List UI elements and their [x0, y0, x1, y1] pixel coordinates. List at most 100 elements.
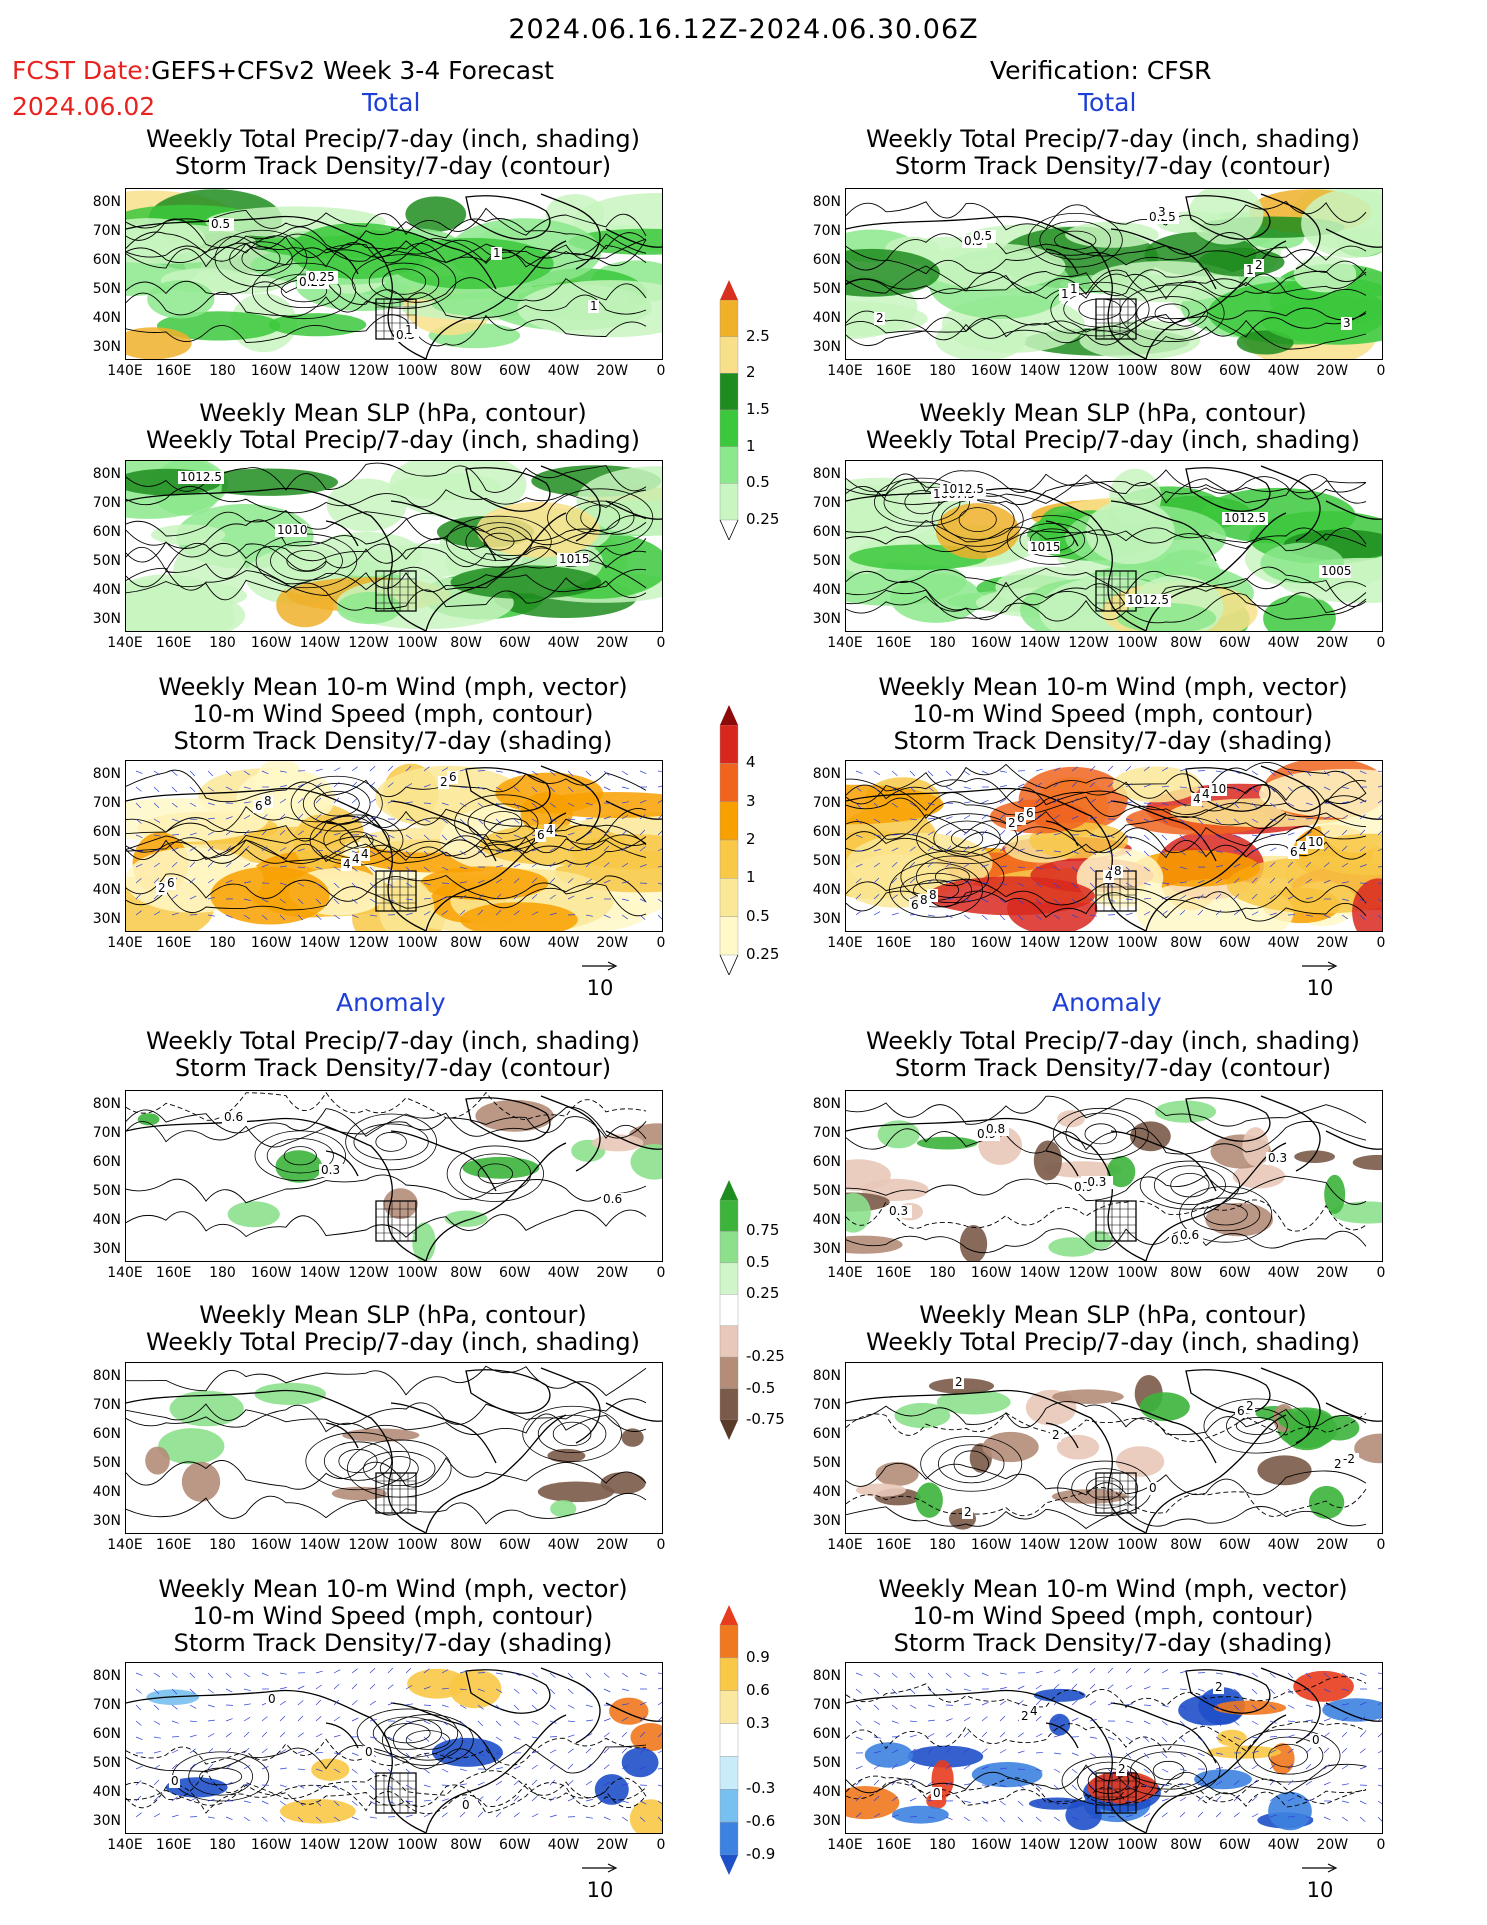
wind-vector	[945, 1732, 952, 1738]
shading-blob	[1216, 1729, 1247, 1747]
wind-vector	[1053, 1716, 1060, 1722]
coastline	[1185, 767, 1271, 812]
wind-vector	[351, 1700, 358, 1706]
wind-vector	[855, 770, 863, 774]
wind-vector	[387, 898, 395, 902]
lon-tick: 100W	[397, 935, 438, 951]
wind-vector	[495, 770, 503, 773]
wind-vector	[153, 1736, 161, 1739]
wind-vector	[387, 882, 394, 888]
wind-vector	[423, 1686, 431, 1690]
wind-vector	[909, 914, 918, 916]
wind-vector	[1179, 1670, 1187, 1674]
wind-vector	[279, 865, 287, 868]
contour-label: 8	[929, 888, 937, 902]
wind-vector	[999, 1700, 1006, 1706]
lon-tick: 100W	[1117, 363, 1158, 379]
coastline	[1325, 228, 1382, 248]
lon-tick: 0	[1376, 1265, 1386, 1281]
wind-vector	[1305, 1672, 1312, 1679]
wind-vector	[405, 882, 413, 887]
wind-vector	[963, 1747, 970, 1754]
wind-vector	[927, 878, 934, 884]
wind-vector	[153, 1672, 161, 1678]
contour-ring	[1152, 1760, 1185, 1781]
wind-vector	[909, 846, 916, 852]
wind-vector	[1071, 866, 1078, 872]
wind-vector	[1305, 831, 1313, 836]
colorbar-label: 0.3	[746, 1713, 770, 1732]
lat-tick: 70N	[812, 795, 841, 811]
wind-vector	[1251, 877, 1258, 884]
lat-tick: 60N	[812, 524, 841, 540]
panel-title-l2: Weekly Mean SLP (hPa, contour) Weekly Tot…	[65, 400, 721, 454]
wind-vector	[909, 1672, 916, 1679]
wind-vector	[243, 1747, 250, 1754]
wind-vector	[243, 1731, 250, 1738]
lat-tick: 70N	[812, 223, 841, 239]
wind-vector	[639, 829, 646, 836]
wind-vector	[441, 1669, 449, 1674]
wind-vector	[1197, 1796, 1204, 1802]
wind-vector	[297, 1816, 304, 1823]
lon-tick: 160W	[250, 1265, 292, 1281]
wind-vector	[657, 1716, 662, 1722]
lon-tick: 80W	[450, 1537, 482, 1553]
wind-vector	[297, 813, 304, 820]
lat-tick: 40N	[92, 1484, 121, 1500]
wind-vector	[549, 1720, 557, 1724]
wind-vector	[171, 1704, 178, 1710]
wind-vector	[153, 1704, 160, 1711]
wind-vector	[279, 898, 286, 904]
wind-vector	[441, 802, 449, 806]
coastline	[1045, 1722, 1079, 1749]
colorbar-label: 2	[746, 830, 756, 848]
wind-vector	[135, 1765, 143, 1770]
contour-ring	[459, 1153, 532, 1194]
coastline	[605, 1402, 662, 1422]
contour-label: 0	[933, 1786, 941, 1800]
colorbar-tip-top	[720, 1605, 738, 1625]
wind-vector	[333, 1684, 340, 1690]
vector-reference: 10	[1295, 952, 1345, 1000]
contour-line	[846, 1462, 1367, 1496]
coastline	[846, 787, 1147, 931]
wind-vector	[135, 786, 142, 792]
wind-vector	[927, 1688, 934, 1694]
lat-tick: 80N	[812, 1368, 841, 1384]
wind-vector	[351, 1784, 358, 1791]
wind-vector	[891, 818, 899, 822]
panel-title-line: Weekly Mean 10-m Wind (mph, vector)	[878, 1575, 1348, 1603]
wind-vector	[1305, 1688, 1312, 1694]
lon-tick: 100W	[397, 1265, 438, 1281]
contour-ring	[1235, 1728, 1341, 1783]
lat-tick: 80N	[92, 466, 121, 482]
contour-line	[846, 232, 1367, 262]
fcst-label: FCST Date:	[12, 56, 152, 85]
coastline	[846, 1389, 1147, 1533]
coastline	[1110, 1130, 1217, 1192]
coastline	[1110, 800, 1217, 862]
wind-vector	[1035, 1670, 1043, 1674]
wind-vector	[261, 829, 268, 836]
contour-line	[126, 567, 647, 596]
wind-vector	[1089, 1700, 1096, 1706]
lon-tick: 60W	[1218, 363, 1251, 379]
shading-blob	[1042, 1161, 1122, 1178]
wind-vector	[369, 1736, 377, 1739]
wind-vector	[261, 864, 269, 868]
shading-blob	[916, 1136, 978, 1150]
wind-vector	[567, 1797, 575, 1802]
wind-vector	[171, 834, 180, 836]
wind-vector	[1161, 882, 1170, 884]
colorbar-segment	[719, 1294, 739, 1326]
wind-vector	[495, 1704, 502, 1711]
wind-vector	[513, 910, 520, 916]
lat-tick: 80N	[812, 1668, 841, 1684]
wind-vector	[477, 1796, 484, 1802]
colorbar-label: -0.75	[746, 1410, 785, 1428]
wind-vector	[909, 1780, 916, 1786]
contour-line	[126, 1091, 647, 1121]
lat-tick: 40N	[92, 1212, 121, 1228]
